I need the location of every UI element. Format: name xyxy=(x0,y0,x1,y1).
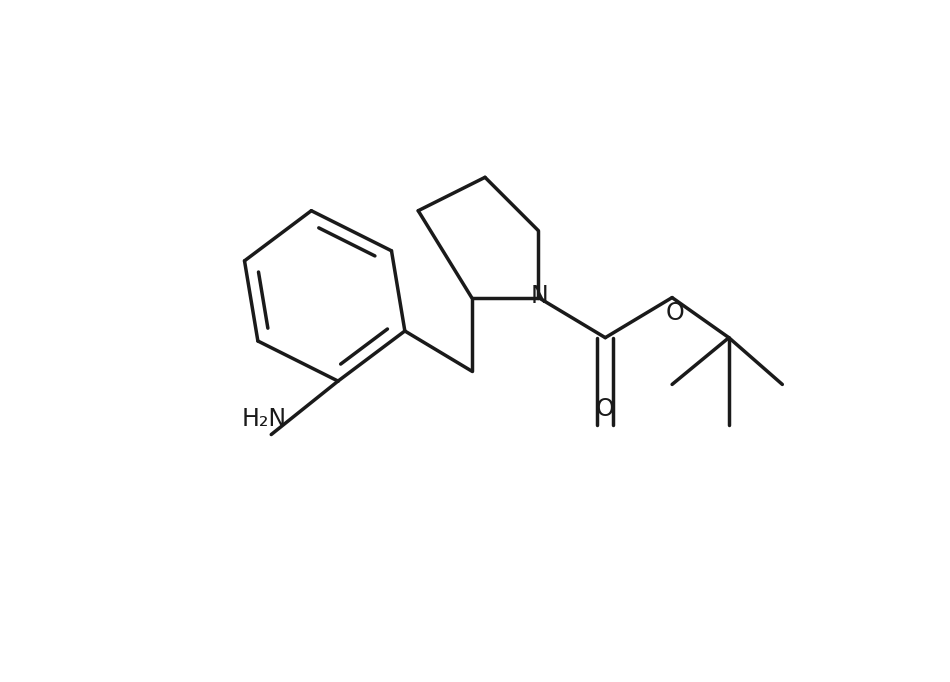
Text: O: O xyxy=(596,397,615,421)
Text: O: O xyxy=(666,301,685,325)
Text: N: N xyxy=(531,284,549,308)
Text: H₂N: H₂N xyxy=(242,407,287,431)
